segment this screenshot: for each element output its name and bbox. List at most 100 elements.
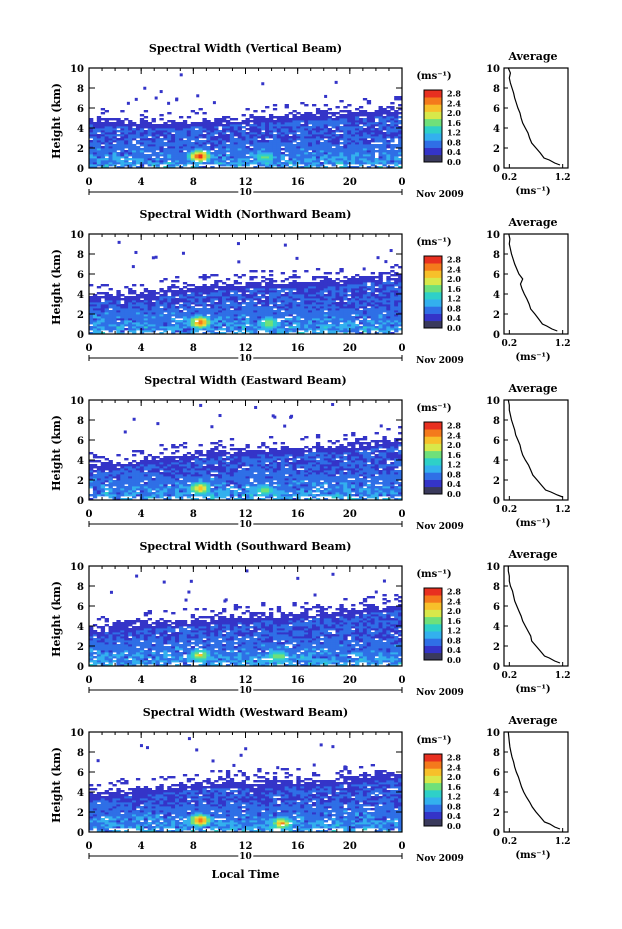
heatmap-cell (308, 136, 313, 139)
heatmap-cell (108, 130, 113, 133)
heatmap-cell (147, 298, 152, 301)
heatmap-cell (233, 162, 239, 165)
heatmap-cell (276, 144, 282, 147)
heatmap-cell (120, 144, 125, 147)
heatmap-cell (276, 316, 282, 319)
heatmap-cell (343, 306, 348, 309)
heatmap-cell (351, 118, 356, 121)
heatmap-cell (206, 128, 211, 131)
heatmap-cell (315, 122, 321, 125)
heatmap-cell (229, 122, 235, 125)
heatmap-cell (116, 292, 121, 295)
heatmap-cell (151, 158, 156, 161)
heatmap-cell (272, 128, 278, 131)
heatmap-cell (343, 166, 348, 169)
heatmap-cell (198, 140, 203, 143)
heatmap-cell (108, 154, 113, 157)
heatmap-cell (108, 496, 113, 499)
heatmap-cell (394, 160, 399, 163)
heatmap-cell (327, 306, 332, 309)
heatmap-cell (331, 162, 336, 165)
heatmap-cell (292, 296, 297, 299)
heatmap-cell (120, 160, 125, 163)
heatmap-cell (151, 456, 156, 459)
colorbar-frame (423, 255, 443, 329)
heatmap-cell (292, 146, 297, 149)
heatmap-cell (272, 316, 278, 319)
heatmap-cell (272, 158, 278, 161)
heatmap-cell (398, 146, 403, 149)
heatmap-cell (139, 134, 145, 137)
heatmap-cell (100, 318, 106, 321)
heatmap-cell (92, 162, 98, 165)
heatmap-cell (300, 148, 305, 151)
heatmap-cell (394, 128, 399, 131)
heatmap-cell (100, 292, 106, 295)
heatmap-cell (214, 446, 219, 449)
heatmap-cell (276, 132, 282, 135)
heatmap-cell (108, 158, 113, 161)
heatmap-cell (331, 122, 336, 125)
heatmap-cell (343, 164, 348, 167)
heatmap-cell (343, 156, 348, 159)
heatmap-cell (182, 152, 188, 155)
heatmap-cell (218, 156, 223, 159)
heatmap-cell (147, 320, 152, 323)
heatmap-cell (272, 164, 278, 167)
heatmap-cell (104, 126, 109, 129)
heatmap-cell (89, 128, 94, 131)
heatmap-cell (374, 302, 379, 305)
heatmap-cell (268, 314, 274, 317)
heatmap-cell (386, 124, 391, 127)
heatmap-cell (175, 320, 180, 323)
heatmap-cell (257, 316, 262, 319)
heatmap-cell (257, 126, 262, 129)
heatmap-cell (265, 140, 270, 143)
heatmap-cell (214, 308, 219, 311)
heatmap-cell (159, 324, 164, 327)
heatmap-cell (386, 282, 391, 285)
heatmap-cell (222, 116, 227, 119)
heatmap-cell (265, 278, 270, 281)
heatmap-cell (327, 292, 332, 295)
heatmap-cell (284, 146, 289, 149)
heatmap-cell (370, 326, 376, 329)
heatmap-cell (323, 114, 329, 117)
heatmap-cell (335, 296, 340, 299)
heatmap-cell (390, 278, 395, 281)
heatmap-cell (249, 152, 254, 155)
heatmap-cell (386, 140, 391, 143)
heatmap-cell (265, 120, 270, 123)
heatmap-cell (358, 282, 364, 285)
heatmap-cell (245, 156, 250, 159)
heatmap-cell (198, 292, 203, 295)
heatmap-cell (159, 294, 164, 297)
heatmap-cell (319, 142, 325, 145)
heatmap-cell (355, 108, 360, 111)
heatmap-cell (237, 322, 242, 325)
heatmap-cell (308, 118, 313, 121)
heatmap-cell (241, 142, 246, 145)
heatmap-cell (120, 304, 125, 307)
heatmap-cell (347, 156, 352, 159)
heatmap-cell (398, 296, 403, 299)
heatmap-cell (268, 296, 274, 299)
heatmap-cell (315, 292, 321, 295)
colorbar-tick-label: 1.6 (447, 284, 461, 294)
heatmap-cell (347, 302, 352, 305)
heatmap-cell (284, 286, 289, 289)
heatmap-cell (343, 136, 348, 139)
heatmap-cell (222, 318, 227, 321)
heatmap-cell (202, 458, 207, 461)
heatmap-cell (351, 150, 356, 153)
heatmap-cell (308, 128, 313, 131)
heatmap-cell (135, 316, 141, 319)
heatmap-cell (319, 322, 325, 325)
heatmap-cell (358, 152, 364, 155)
heatmap-cell (323, 158, 329, 161)
heatmap-cell (296, 158, 301, 161)
heatmap-cell (398, 120, 403, 123)
heatmap-cell (312, 326, 317, 329)
heatmap-cell (186, 124, 192, 127)
heatmap-cell (378, 162, 383, 165)
